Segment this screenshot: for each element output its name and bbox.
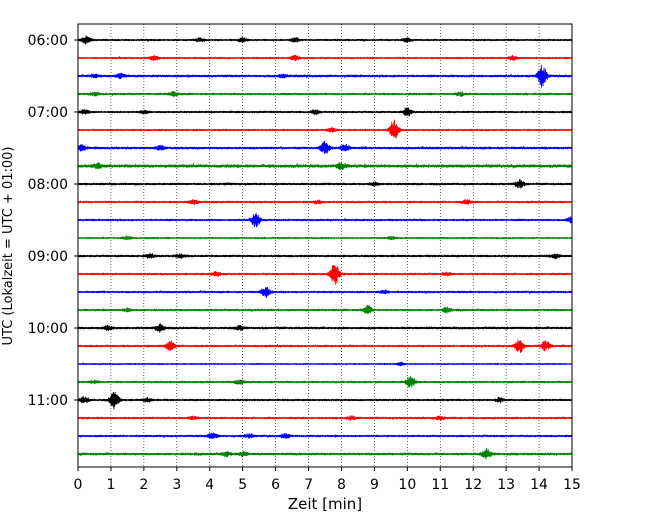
x-tick-label: 4	[205, 477, 214, 493]
trace-1000	[77, 323, 573, 334]
trace-0815	[77, 199, 573, 206]
y-tick-label: 10:00	[28, 321, 68, 337]
x-tick-label: 13	[497, 477, 515, 493]
trace-1030	[77, 361, 573, 367]
x-tick-label: 10	[398, 477, 416, 493]
trace-0930	[77, 286, 573, 298]
trace-0800	[77, 179, 573, 189]
trace-0745	[77, 161, 573, 171]
trace-0615	[77, 54, 573, 62]
y-axis-ticks: 06:00 07:00 08:00 09:00 10:00 11:00	[28, 33, 78, 409]
trace-1130	[77, 432, 573, 440]
x-tick-label: 8	[337, 477, 346, 493]
x-tick-label: 14	[530, 477, 548, 493]
trace-0700	[77, 107, 573, 117]
trace-1115	[77, 415, 573, 421]
x-axis-label: Zeit [min]	[288, 495, 362, 513]
x-tick-label: 2	[139, 477, 148, 493]
x-tick-label: 3	[172, 477, 181, 493]
trace-1145	[77, 447, 573, 460]
x-tick-label: 1	[106, 477, 115, 493]
trace-layer	[77, 35, 573, 460]
x-tick-label: 11	[431, 477, 449, 493]
y-tick-label: 08:00	[28, 177, 68, 193]
y-tick-label: 06:00	[28, 33, 68, 49]
trace-0715	[77, 119, 573, 139]
trace-1015	[77, 339, 573, 353]
y-tick-label: 09:00	[28, 249, 68, 265]
x-tick-label: 5	[238, 477, 247, 493]
x-tick-label: 7	[304, 477, 313, 493]
trace-0730	[77, 140, 573, 154]
trace-0900	[77, 253, 573, 260]
trace-0630	[77, 64, 573, 88]
trace-1045	[77, 375, 573, 388]
trace-0945	[77, 304, 573, 314]
y-axis-label: UTC (Lokalzeit = UTC + 01:00)	[1, 147, 16, 346]
trace-1100	[77, 391, 573, 410]
y-tick-label: 07:00	[28, 105, 68, 121]
y-tick-label: 11:00	[28, 393, 68, 409]
trace-0915	[77, 264, 573, 285]
plot-frame	[77, 23, 573, 468]
x-tick-label: 12	[464, 477, 482, 493]
x-tick-label: 0	[74, 477, 83, 493]
x-tick-label: 6	[271, 477, 280, 493]
trace-0830	[77, 213, 573, 228]
x-axis-ticks: 0 1 2 3 4 5 6 7 8 9 10 11 12 13 14 15	[74, 467, 581, 493]
trace-0845	[77, 235, 573, 241]
trace-0645	[77, 91, 573, 98]
x-tick-label: 9	[370, 477, 379, 493]
trace-0600	[77, 35, 573, 45]
grid-layer	[110, 24, 540, 467]
x-tick-label: 15	[563, 477, 581, 493]
